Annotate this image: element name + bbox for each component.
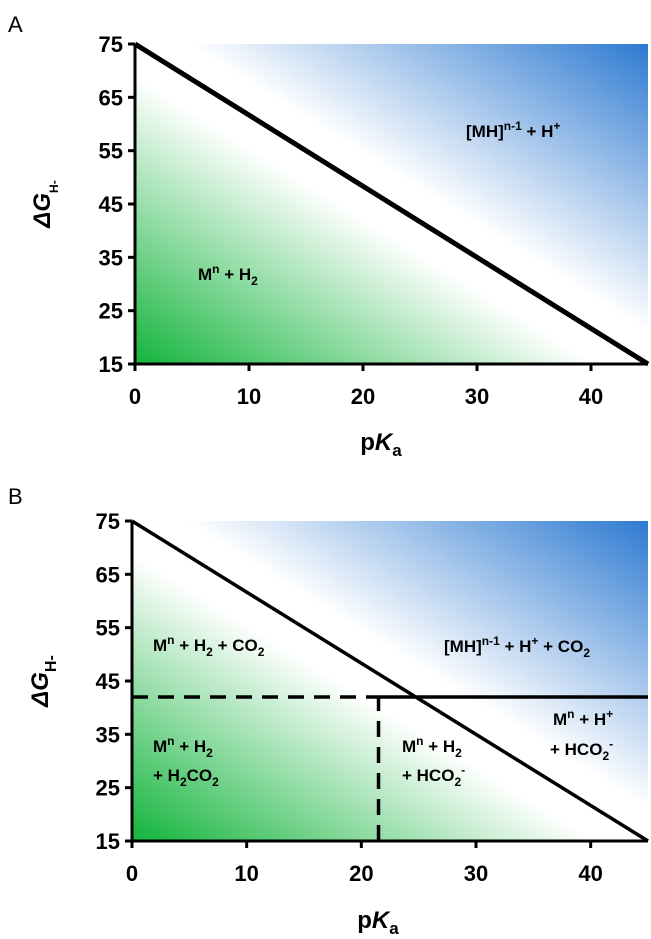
y-tick-label-a-65: 65 bbox=[99, 85, 123, 110]
region-label-m-h2-co2: Mn + H2 + CO2 bbox=[153, 633, 265, 659]
x-tick-label-a-10: 10 bbox=[237, 384, 261, 409]
y-tick-label-b-15: 15 bbox=[96, 829, 120, 854]
x-axis-title-a-italic: K bbox=[375, 429, 394, 456]
y-tick-label-a-75: 75 bbox=[99, 32, 123, 57]
y-tick-label-a-45: 45 bbox=[99, 192, 123, 217]
region-label-m-h2-hco2-line1: Mn + H2 bbox=[402, 734, 462, 760]
x-tick-label-b-40: 40 bbox=[578, 861, 602, 886]
x-axis-title-b: pKa bbox=[357, 907, 399, 938]
region-label-m-h2-h2co2-line2: + H2CO2 bbox=[153, 766, 219, 789]
y-tick-label-a-15: 15 bbox=[99, 352, 123, 377]
x-tick-label-b-0: 0 bbox=[126, 861, 138, 886]
region-label-m-h2-hco2-line2: + HCO2- bbox=[402, 763, 465, 789]
y-tick-label-b-75: 75 bbox=[96, 509, 120, 534]
y-tick-label-b-45: 45 bbox=[96, 669, 120, 694]
panel-letter-b: B bbox=[8, 484, 23, 509]
y-tick-label-b-35: 35 bbox=[96, 722, 120, 747]
y-axis-title-b: ΔGH- bbox=[27, 655, 60, 708]
y-tick-label-b-55: 55 bbox=[96, 616, 120, 641]
y-ticks-b: 15 25 35 45 55 65 75 bbox=[96, 509, 132, 854]
y-axis-title-a-sub: H- bbox=[47, 180, 61, 193]
x-axis-title-b-sub: a bbox=[389, 919, 399, 938]
region-label-m-h2-h2co2-line1: Mn + H2 bbox=[153, 734, 213, 760]
x-axis-title-b-main: p bbox=[357, 907, 372, 934]
x-ticks-b: 0 10 20 30 40 bbox=[126, 841, 603, 886]
y-axis-title-a: ΔGH- bbox=[29, 180, 61, 228]
panel-a: A 15 25 35 45 55 65 75 0 10 20 30 40 ΔGH- pKa [MH]… bbox=[8, 12, 650, 460]
y-tick-label-b-65: 65 bbox=[96, 562, 120, 587]
region-label-m-h-hco2-line2: + HCO2- bbox=[550, 737, 613, 763]
y-axis-title-a-main: ΔG bbox=[29, 193, 56, 229]
y-tick-label-b-25: 25 bbox=[96, 776, 120, 801]
lines-a bbox=[133, 41, 650, 367]
boundary-line-a-0 bbox=[133, 41, 650, 367]
x-tick-label-b-10: 10 bbox=[234, 861, 258, 886]
x-axis-title-a-sub: a bbox=[392, 441, 402, 460]
y-tick-label-a-35: 35 bbox=[99, 245, 123, 270]
x-axis-title-a: pKa bbox=[360, 429, 402, 460]
x-tick-label-a-20: 20 bbox=[351, 384, 375, 409]
x-tick-label-b-20: 20 bbox=[349, 861, 373, 886]
x-axis-title-b-italic: K bbox=[372, 907, 391, 934]
y-axis-title-b-main: ΔG bbox=[27, 672, 54, 708]
region-label-mh-h-co2: [MH]n-1 + H+ + CO2 bbox=[444, 634, 590, 660]
boundary-line-b-0 bbox=[131, 519, 649, 843]
region-label-m-h2: Mn + H2 bbox=[198, 262, 258, 288]
x-tick-label-b-30: 30 bbox=[464, 861, 488, 886]
y-axis-title-b-sub: H- bbox=[43, 655, 60, 672]
y-tick-label-a-25: 25 bbox=[99, 299, 123, 324]
lines-b bbox=[131, 519, 649, 843]
x-axis-title-a-main: p bbox=[360, 429, 375, 456]
panel-letter-a: A bbox=[8, 12, 23, 37]
x-ticks-a: 0 10 20 30 40 bbox=[129, 364, 603, 409]
x-tick-label-a-40: 40 bbox=[579, 384, 603, 409]
x-tick-label-a-30: 30 bbox=[465, 384, 489, 409]
panel-b: B 15 25 35 45 55 65 75 0 10 20 30 40 ΔGH- pKa Mn +… bbox=[8, 484, 649, 938]
x-tick-label-a-0: 0 bbox=[129, 384, 141, 409]
region-label-m-h-hco2-line1: Mn + H+ bbox=[553, 707, 613, 729]
region-label-mh: [MH]n-1 + H+ bbox=[466, 119, 560, 141]
y-tick-label-a-55: 55 bbox=[99, 139, 123, 164]
y-ticks-a: 15 25 35 45 55 65 75 bbox=[99, 32, 135, 377]
